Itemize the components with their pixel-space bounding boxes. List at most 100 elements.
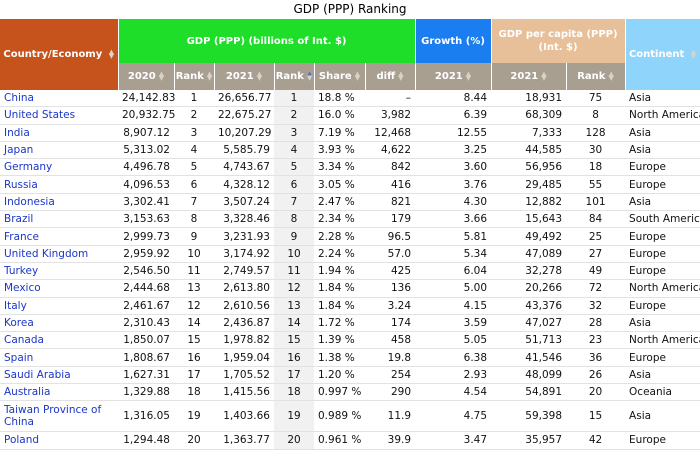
cell-gdp2021: 1,363.77 [214, 431, 274, 450]
cell-gdp2020: 1,294.48 [118, 431, 174, 450]
continent-header[interactable]: Continent ▲ ▼ [625, 19, 700, 90]
cell-rank2021: 16 [274, 348, 314, 367]
cell-rank2020: 13 [174, 279, 214, 298]
cell-rank2021: 1 [274, 90, 314, 108]
cell-growth: 6.04 [415, 262, 492, 281]
country-link[interactable]: Italy [0, 297, 118, 315]
col-header-growth-2021[interactable]: 2021 ▲ ▼ [415, 63, 492, 90]
table-row: Indonesia 3,302.41 7 3,507.24 7 2.47 % 821 4.30… [0, 193, 700, 212]
col-header-gdp-2020[interactable]: 2020 ▲ ▼ [118, 63, 175, 90]
cell-capitaRank: 75 [566, 90, 626, 108]
table-row: United Kingdom 2,959.92 10 3,174.92 10 2.24 %… [0, 245, 700, 263]
col-header-gdp-rank-2021[interactable]: Rank ▲ ▼ [274, 63, 315, 90]
cell-gdp2020: 4,496.78 [118, 158, 174, 177]
country-link[interactable]: Indonesia [0, 193, 118, 212]
table-row: China 24,142.83 1 26,656.77 1 18.8 % –8.44 18,9… [0, 90, 700, 108]
table-row: Italy 2,461.67 12 2,610.56 13 1.84 % 3.24 4.15 4… [0, 297, 700, 315]
cell-rank2021: 19 [274, 400, 314, 433]
country-link[interactable]: United Kingdom [0, 245, 118, 263]
cell-growth: 3.66 [415, 210, 492, 229]
country-link[interactable]: Turkey [0, 262, 118, 281]
cell-gdp2020: 1,850.07 [118, 331, 174, 350]
cell-gdp2020: 2,461.67 [118, 297, 174, 315]
sort-arrows-icon: ▲ ▼ [158, 70, 165, 82]
cell-capita: 20,266 [491, 279, 567, 298]
country-link[interactable]: China [0, 90, 118, 108]
table-row: Germany 4,496.78 5 4,743.67 5 3.34 % 842 3.60 56… [0, 158, 700, 177]
country-link[interactable]: Saudi Arabia [0, 366, 118, 385]
cell-rank2020: 9 [174, 227, 214, 246]
cell-continent: Europe [625, 431, 700, 450]
country-link[interactable]: United States [0, 106, 118, 125]
cell-rank2020: 20 [174, 431, 214, 450]
country-link[interactable]: India [0, 124, 118, 142]
gdp-ranking-table: Country/Economy ▲ ▼ GDP (PPP) (billions o… [0, 19, 700, 450]
cell-gdp2020: 24,142.83 [118, 90, 175, 108]
cell-gdp2020: 1,316.05 [118, 400, 174, 433]
country-link[interactable]: Mexico [0, 279, 118, 298]
country-header-label: Country/Economy [3, 49, 103, 60]
cell-rank2021: 6 [274, 175, 314, 194]
sort-arrows-icon: ▲ ▼ [306, 70, 313, 82]
cell-gdp2021: 1,705.52 [214, 366, 274, 385]
cell-rank2020: 8 [174, 210, 214, 229]
country-link[interactable]: Korea [0, 314, 118, 333]
sort-arrows-icon: ▲ ▼ [354, 70, 361, 82]
cell-rank2020: 19 [174, 400, 214, 433]
cell-rank2021: 5 [274, 158, 314, 177]
cell-share: 3.34 % [314, 158, 365, 177]
cell-gdp2021: 2,749.57 [214, 262, 274, 281]
col-header-share[interactable]: Share ▲ ▼ [314, 63, 366, 90]
col-header-diff[interactable]: diff ▲ ▼ [365, 63, 416, 90]
country-link[interactable]: Russia [0, 175, 118, 194]
cell-continent: North America [625, 106, 700, 125]
col-header-capita-2021[interactable]: 2021 ▲ ▼ [491, 63, 567, 90]
cell-continent: Europe [625, 245, 700, 263]
cell-gdp2020: 3,302.41 [118, 193, 174, 212]
cell-diff: 96.5 [365, 227, 416, 246]
cell-gdp2020: 2,959.92 [118, 245, 174, 263]
cell-diff: 39.9 [365, 431, 416, 450]
cell-diff: 19.8 [365, 348, 416, 367]
col-header-capita-rank[interactable]: Rank ▲ ▼ [566, 63, 626, 90]
country-header[interactable]: Country/Economy ▲ ▼ [0, 19, 119, 90]
cell-gdp2021: 3,507.24 [214, 193, 274, 212]
cell-rank2021: 14 [274, 314, 314, 333]
col-header-label: diff [376, 71, 396, 82]
country-link[interactable]: Taiwan Province of China [0, 400, 118, 433]
cell-rank2021: 4 [274, 141, 314, 160]
cell-capitaRank: 23 [566, 331, 626, 350]
cell-capitaRank: 55 [566, 175, 626, 194]
country-link[interactable]: Australia [0, 383, 118, 402]
cell-capitaRank: 28 [566, 314, 626, 333]
cell-diff: 3,982 [365, 106, 416, 125]
country-link[interactable]: Brazil [0, 210, 118, 229]
col-header-gdp-2021[interactable]: 2021 ▲ ▼ [214, 63, 275, 90]
cell-rank2020: 18 [174, 383, 214, 402]
cell-gdp2021: 3,231.93 [214, 227, 274, 246]
cell-capita: 29,485 [491, 175, 567, 194]
cell-growth: 3.47 [415, 431, 492, 450]
cell-growth: 4.15 [415, 297, 492, 315]
country-link[interactable]: Japan [0, 141, 118, 160]
country-link[interactable]: Spain [0, 348, 118, 367]
cell-share: 1.39 % [314, 331, 365, 350]
country-link[interactable]: Canada [0, 331, 118, 350]
cell-rank2021: 9 [274, 227, 314, 246]
cell-rank2021: 2 [274, 106, 314, 125]
cell-continent: Oceania [625, 383, 700, 402]
country-link[interactable]: Germany [0, 158, 118, 177]
cell-growth: 4.30 [415, 193, 492, 212]
cell-rank2021: 11 [274, 262, 314, 281]
country-link[interactable]: France [0, 227, 118, 246]
country-link[interactable]: Poland [0, 431, 118, 450]
col-header-gdp-rank-2020[interactable]: Rank ▲ ▼ [174, 63, 215, 90]
cell-capita: 32,278 [491, 262, 567, 281]
cell-rank2021: 18 [274, 383, 314, 402]
cell-gdp2021: 1,403.66 [214, 400, 274, 433]
cell-share: 2.47 % [314, 193, 365, 212]
cell-capitaRank: 27 [566, 245, 626, 263]
col-header-label: 2021 [510, 71, 539, 82]
cell-gdp2020: 20,932.75 [118, 106, 175, 125]
cell-capita: 15,643 [491, 210, 567, 229]
